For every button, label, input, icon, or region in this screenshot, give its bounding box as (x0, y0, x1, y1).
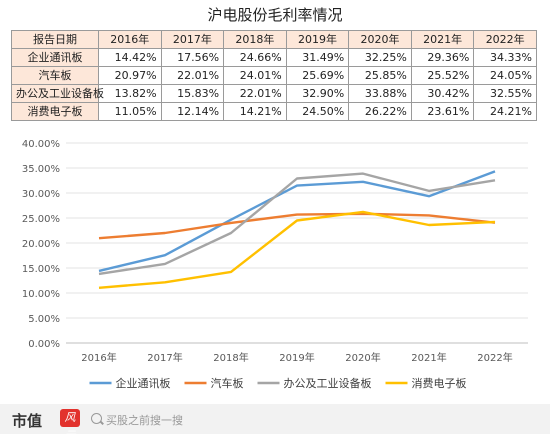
table-cell: 25.69% (285, 66, 350, 85)
y-tick-label: 15.00% (22, 264, 60, 275)
table-row: 汽车板 20.97% 22.01% 24.01% 25.69% 25.85% 2… (11, 66, 537, 85)
x-tick-label: 2018年 (213, 351, 248, 364)
row-label: 企业通讯板 (11, 48, 99, 67)
table-cell: 11.05% (98, 102, 162, 121)
row-label: 汽车板 (11, 66, 99, 85)
table-year-header: 2021年 (410, 30, 475, 49)
table-cell: 24.66% (223, 48, 287, 67)
table-cell: 30.42% (410, 84, 475, 103)
footer-bar: 市值 风云 买股之前搜一搜 (0, 404, 550, 442)
table-header-row: 报告日期 2016年 2017年 2018年 2019年 2020年 2021年… (11, 30, 537, 49)
y-tick-label: 10.00% (22, 289, 60, 300)
y-tick-label: 5.00% (28, 314, 60, 325)
margin-table: 报告日期 2016年 2017年 2018年 2019年 2020年 2021年… (11, 30, 537, 121)
table-cell: 32.55% (473, 84, 537, 103)
table-row: 办公及工业设备板 13.82% 15.83% 22.01% 32.90% 33.… (11, 84, 537, 103)
y-tick-label: 40.00% (22, 139, 60, 150)
table-year-header: 2017年 (160, 30, 225, 49)
table-cell: 22.01% (223, 84, 287, 103)
table-cell: 25.52% (410, 66, 475, 85)
x-tick-label: 2016年 (81, 351, 116, 364)
table-year-header: 2020年 (348, 30, 412, 49)
row-label: 办公及工业设备板 (11, 84, 104, 103)
y-tick-label: 35.00% (22, 164, 60, 175)
series-line (98, 212, 496, 240)
table-cell: 24.50% (285, 102, 350, 121)
y-tick-label: 25.00% (22, 214, 60, 225)
series-line (98, 170, 496, 273)
table-cell: 14.21% (223, 102, 287, 121)
legend-label: 企业通讯板 (116, 376, 171, 390)
legend-label: 办公及工业设备板 (284, 376, 372, 390)
line-chart: 0.00% 5.00% 10.00% 15.00% 20.00% 25.00% 30.00%… (22, 139, 528, 390)
table-cell: 29.36% (410, 48, 475, 67)
table-corner-header: 报告日期 (11, 30, 99, 49)
brand-logo-badge: 风云 (60, 409, 80, 442)
x-tick-label: 2019年 (279, 351, 314, 364)
table-year-header: 2022年 (473, 30, 537, 49)
chart-title: 沪电股份毛利率情况 (207, 6, 343, 24)
table-cell: 12.14% (160, 102, 225, 121)
table-row: 消费电子板 11.05% 12.14% 14.21% 24.50% 26.22%… (11, 102, 537, 121)
table-cell: 24.05% (473, 66, 537, 85)
brand-logo-text: 市值 (12, 412, 43, 430)
table-cell: 26.22% (348, 102, 412, 121)
table-cell: 17.56% (160, 48, 225, 67)
x-tick-label: 2022年 (477, 351, 512, 364)
search-input[interactable]: 买股之前搜一搜 (106, 414, 183, 427)
y-tick-label: 20.00% (22, 239, 60, 250)
row-label: 消费电子板 (11, 102, 99, 121)
table-year-header: 2016年 (98, 30, 162, 49)
table-cell: 15.83% (160, 84, 225, 103)
legend-label: 汽车板 (211, 376, 244, 390)
table-cell: 32.90% (285, 84, 350, 103)
y-tick-label: 30.00% (22, 189, 60, 200)
table-cell: 20.97% (98, 66, 162, 85)
table-cell: 31.49% (285, 48, 350, 67)
legend-label: 消费电子板 (412, 376, 467, 390)
table-cell: 32.25% (348, 48, 412, 67)
table-year-header: 2018年 (223, 30, 287, 49)
table-year-header: 2019年 (285, 30, 350, 49)
table-cell: 13.82% (98, 84, 162, 103)
table-row: 企业通讯板 14.42% 17.56% 24.66% 31.49% 32.25%… (11, 48, 537, 67)
series-line (98, 210, 496, 289)
table-cell: 22.01% (160, 66, 225, 85)
y-tick-label: 0.00% (28, 339, 60, 350)
x-tick-label: 2021年 (411, 351, 446, 364)
table-cell: 33.88% (348, 84, 412, 103)
table-cell: 14.42% (98, 48, 162, 67)
x-tick-label: 2017年 (147, 351, 182, 364)
search-icon[interactable] (91, 413, 102, 424)
table-cell: 34.33% (473, 48, 537, 67)
table-cell: 24.21% (473, 102, 537, 121)
table-cell: 25.85% (348, 66, 412, 85)
x-tick-label: 2020年 (345, 351, 380, 364)
series-line (98, 172, 496, 276)
table-cell: 24.01% (223, 66, 287, 85)
